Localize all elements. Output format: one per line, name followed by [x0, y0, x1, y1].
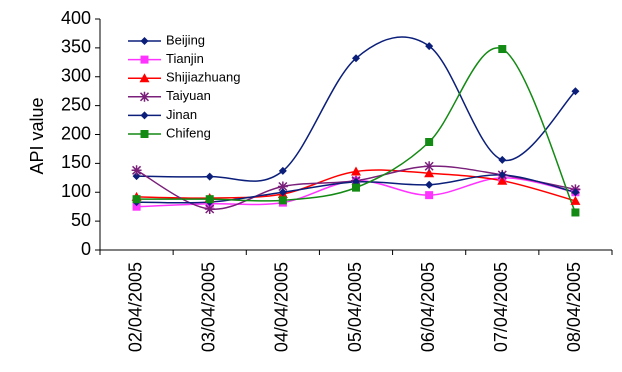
legend-label-beijing: Beijing	[166, 32, 205, 47]
data-point-beijing	[571, 87, 580, 96]
axes: 0 50 100 150 200 250 300 350 400 02/04/2005 03/04/…	[61, 8, 613, 352]
data-point-shijiazhuang	[424, 168, 435, 178]
legend-marker-beijing	[140, 37, 149, 45]
data-point-jinan	[571, 188, 580, 197]
y-tick-label: 50	[71, 210, 91, 230]
data-point-beijing	[278, 166, 287, 175]
legend-label-taiyuan: Taiyuan	[166, 88, 211, 103]
y-tick-label: 350	[61, 37, 91, 57]
legend-marker-chifeng	[140, 130, 149, 138]
legend-marker-jinan	[140, 111, 149, 120]
data-point-chifeng	[571, 208, 580, 217]
data-point-jinan	[278, 188, 287, 197]
data-point-shijiazhuang	[497, 175, 508, 185]
x-tick-label: 04/04/2005	[272, 262, 292, 352]
data-point-chifeng	[498, 45, 507, 54]
data-point-chifeng	[278, 196, 287, 205]
data-point-jinan	[425, 180, 434, 189]
legend-label-tianjin: Tianjin	[166, 51, 204, 66]
data-point-beijing	[205, 172, 214, 181]
data-point-taiyuan	[131, 165, 142, 176]
y-tick-label: 250	[61, 94, 91, 114]
y-tick-label: 100	[61, 181, 91, 201]
x-tick-label: 08/04/2005	[564, 262, 584, 352]
data-point-taiyuan	[277, 181, 288, 192]
y-tick-label: 0	[81, 239, 91, 259]
data-point-beijing	[498, 155, 507, 164]
data-point-shijiazhuang	[351, 166, 361, 176]
legend-label-jinan: Jinan	[166, 107, 197, 122]
data-point-tianjin	[425, 191, 434, 200]
data-point-taiyuan	[424, 161, 435, 172]
series-markers	[131, 42, 581, 217]
legend-label-chifeng: Chifeng	[166, 125, 211, 140]
x-tick-label: 05/04/2005	[345, 262, 365, 352]
data-point-beijing	[132, 172, 141, 181]
data-point-jinan	[498, 170, 507, 179]
data-point-taiyuan	[204, 203, 215, 214]
x-tick-label: 03/04/2005	[198, 262, 218, 352]
data-point-chifeng	[425, 138, 434, 147]
series-line-chifeng	[136, 47, 577, 213]
y-tick-label: 150	[61, 152, 91, 172]
data-point-beijing	[425, 42, 434, 51]
y-tick-label: 300	[61, 66, 91, 86]
legend: Beijing Tianjin Shijiazhuang Taiyuan Jinan Ch…	[128, 32, 240, 140]
legend-marker-taiyuan	[139, 91, 150, 102]
y-axis-title: API value	[27, 97, 47, 174]
data-point-chifeng	[132, 195, 141, 204]
data-point-chifeng	[205, 195, 214, 204]
legend-label-shijiazhuang: Shijiazhuang	[166, 70, 240, 85]
data-point-beijing	[352, 54, 360, 63]
legend-marker-shijiazhuang	[139, 73, 150, 83]
data-point-shijiazhuang	[570, 195, 581, 205]
x-tick-label: 06/04/2005	[418, 262, 438, 352]
data-point-tianjin	[132, 202, 141, 211]
legend-marker-tianjin	[140, 55, 149, 64]
x-tick-label: 02/04/2005	[125, 262, 145, 352]
y-tick-label: 200	[61, 123, 91, 143]
x-tick-label: 07/04/2005	[491, 262, 511, 352]
y-tick-label: 400	[61, 8, 91, 28]
data-point-chifeng	[352, 183, 360, 192]
